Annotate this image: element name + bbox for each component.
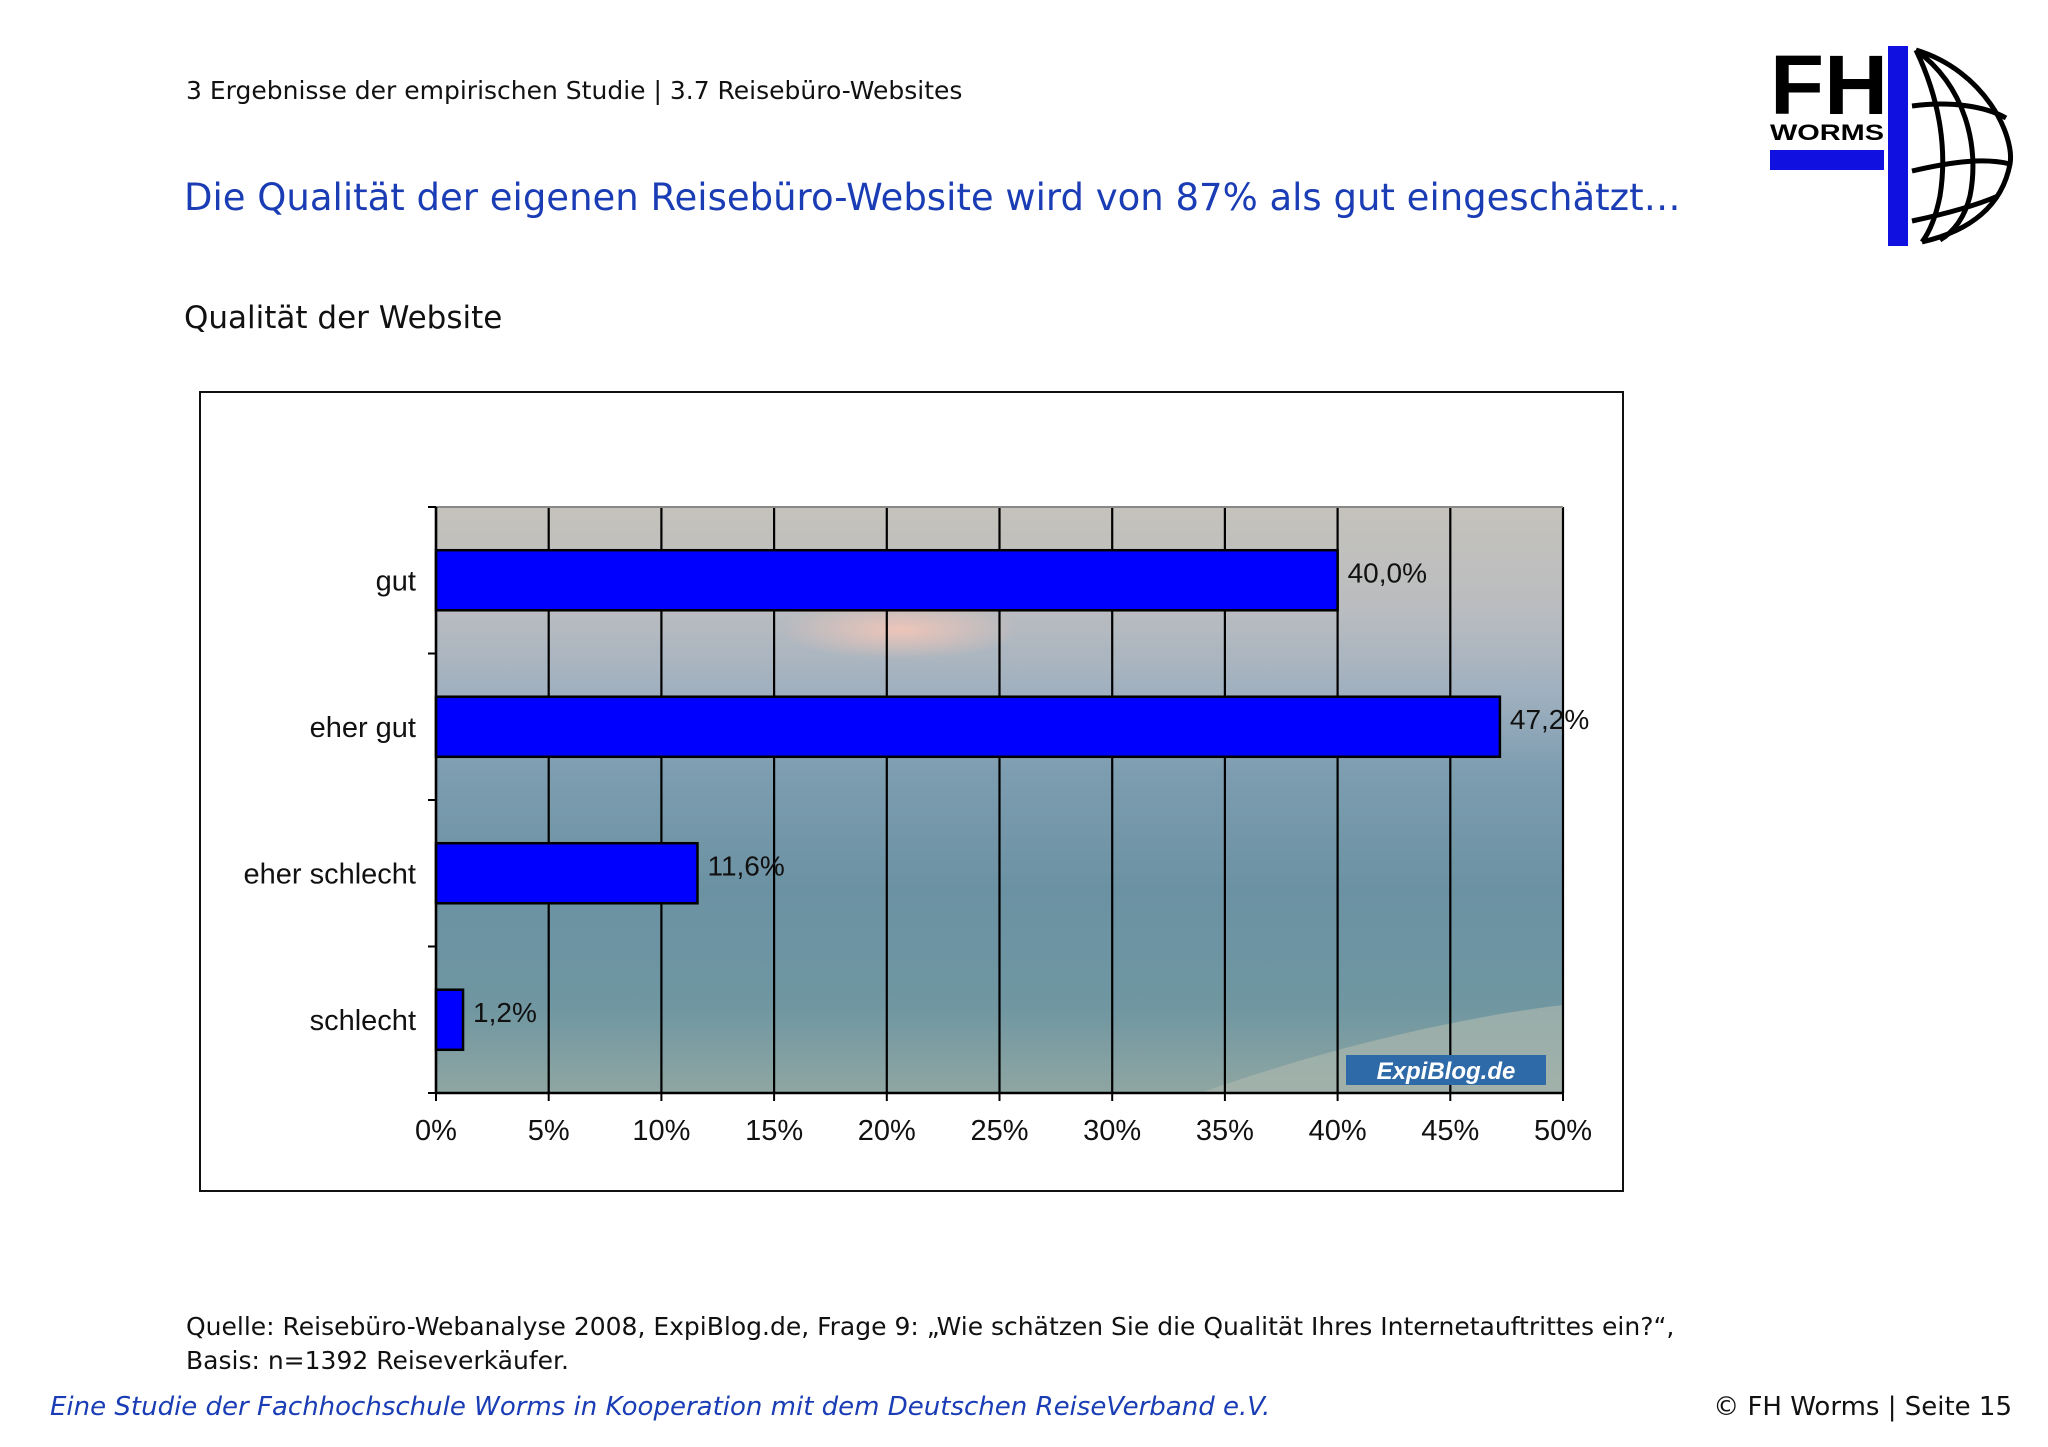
data-label: 47,2%	[1510, 704, 1589, 735]
logo-text-worms: WORMS	[1770, 120, 1884, 145]
x-tick-label: 0%	[415, 1115, 457, 1147]
watermark-box	[1346, 1055, 1546, 1085]
logo-text-fh: FH	[1770, 46, 1888, 132]
x-tick-label: 25%	[970, 1115, 1028, 1147]
x-tick-label: 30%	[1083, 1115, 1141, 1147]
x-tick-label: 5%	[528, 1115, 570, 1147]
x-tick-label: 35%	[1196, 1115, 1254, 1147]
x-tick-label: 10%	[632, 1115, 690, 1147]
bar	[434, 548, 1339, 612]
x-tick-label: 15%	[745, 1115, 803, 1147]
page-title: Die Qualität der eigenen Reisebüro-Websi…	[184, 176, 1681, 219]
category-label: eher schlecht	[244, 858, 417, 890]
x-tick-label: 20%	[858, 1115, 916, 1147]
breadcrumb: 3 Ergebnisse der empirischen Studie | 3.…	[186, 76, 963, 105]
x-tick-label: 40%	[1309, 1115, 1367, 1147]
category-label: eher gut	[310, 712, 416, 744]
study-note: Eine Studie der Fachhochschule Worms in …	[50, 1392, 1271, 1422]
watermark-text: ExpiBlog.de	[1377, 1058, 1516, 1085]
plot-background-glow	[780, 600, 1020, 660]
x-tick-label: 45%	[1421, 1115, 1479, 1147]
logo-blue-bar	[1770, 150, 1884, 170]
globe-icon	[1911, 47, 2014, 245]
page-number: © FH Worms | Seite 15	[1713, 1392, 2012, 1422]
category-label: gut	[376, 565, 416, 597]
fh-worms-logo: FH WORMS	[1770, 46, 2014, 246]
bar	[434, 841, 699, 905]
category-label: schlecht	[310, 1005, 416, 1037]
source-note: Quelle: Reisebüro-Webanalyse 2008, ExpiB…	[186, 1312, 1675, 1375]
data-label: 11,6%	[707, 850, 784, 881]
bar	[434, 695, 1502, 759]
x-tick-label: 50%	[1534, 1115, 1592, 1147]
bar	[434, 988, 465, 1052]
chart-subtitle: Qualität der Website	[184, 300, 503, 336]
data-label: 1,2%	[473, 997, 537, 1028]
logo-blue-vertical	[1888, 46, 1908, 246]
data-label: 40,0%	[1348, 557, 1427, 588]
